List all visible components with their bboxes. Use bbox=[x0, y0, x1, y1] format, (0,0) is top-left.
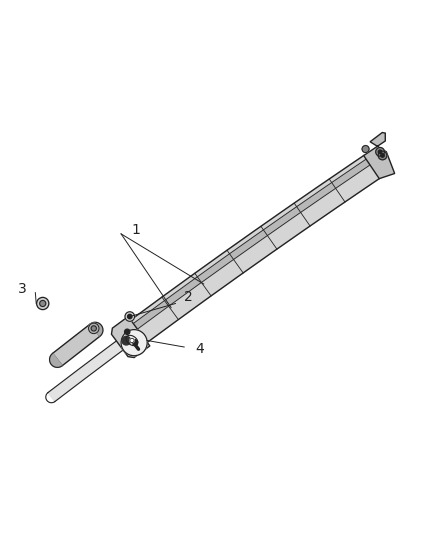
Polygon shape bbox=[131, 156, 379, 342]
Text: 4: 4 bbox=[195, 342, 204, 356]
Circle shape bbox=[381, 154, 384, 157]
Circle shape bbox=[121, 329, 147, 356]
Circle shape bbox=[40, 301, 46, 306]
Circle shape bbox=[125, 312, 134, 321]
Circle shape bbox=[125, 329, 130, 334]
Circle shape bbox=[91, 326, 96, 331]
Text: 1: 1 bbox=[132, 222, 141, 237]
Circle shape bbox=[376, 148, 385, 156]
Polygon shape bbox=[364, 133, 395, 179]
Circle shape bbox=[378, 151, 387, 160]
Circle shape bbox=[362, 146, 369, 152]
Text: 2: 2 bbox=[184, 290, 193, 304]
Circle shape bbox=[378, 150, 382, 154]
Circle shape bbox=[122, 336, 131, 345]
Polygon shape bbox=[111, 317, 150, 358]
Circle shape bbox=[88, 323, 99, 334]
Polygon shape bbox=[133, 159, 370, 329]
Polygon shape bbox=[48, 155, 385, 401]
Circle shape bbox=[37, 297, 49, 310]
Polygon shape bbox=[49, 353, 62, 367]
Polygon shape bbox=[53, 324, 100, 366]
Circle shape bbox=[127, 314, 132, 319]
Polygon shape bbox=[90, 322, 103, 336]
Circle shape bbox=[132, 340, 138, 345]
Text: 3: 3 bbox=[18, 282, 27, 296]
Circle shape bbox=[130, 338, 134, 343]
